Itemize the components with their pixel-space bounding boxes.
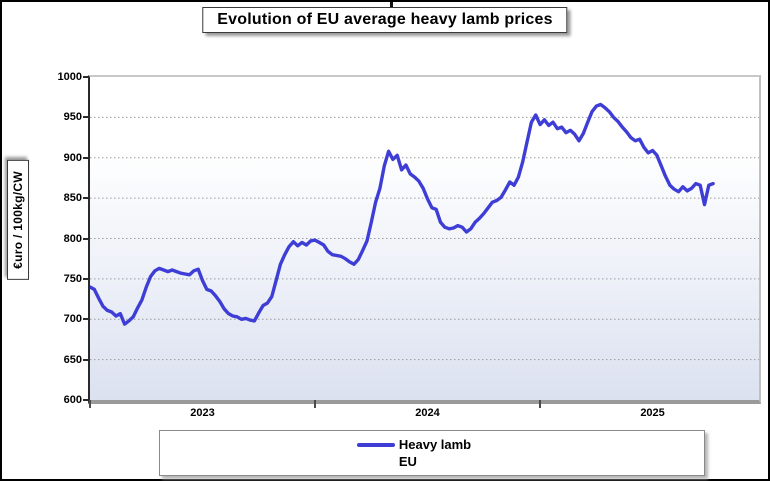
y-tick-label: 650 [63, 353, 82, 366]
x-tick-mark [89, 400, 91, 408]
x-tick-mark [314, 400, 317, 408]
chart-title: Evolution of EU average heavy lamb price… [217, 11, 553, 28]
price-line [90, 102, 715, 326]
y-tick-mark [83, 197, 89, 200]
legend-box: Heavy lamb EU [159, 430, 705, 476]
title-box: Evolution of EU average heavy lamb price… [202, 7, 568, 33]
x-tick-label: 2024 [415, 407, 440, 419]
y-tick-label: 700 [63, 313, 82, 326]
y-tick-mark [83, 156, 89, 159]
legend-series-label: Heavy lamb [398, 437, 472, 452]
y-tick-mark [83, 277, 89, 280]
y-axis-unit-box: €uro / 100kg/CW [7, 160, 29, 280]
legend-line-sample [356, 443, 395, 447]
y-tick-mark [83, 237, 89, 240]
y-tick-label: 800 [63, 232, 82, 245]
y-tick-mark [83, 318, 89, 321]
y-tick-mark [83, 399, 89, 401]
legend-region-label: EU [398, 454, 417, 469]
y-tick-label: 900 [63, 151, 82, 164]
y-tick-label: 1000 [57, 71, 82, 83]
x-tick-label: 2025 [640, 407, 665, 419]
legend-inner: Heavy lamb EU [356, 436, 471, 470]
y-tick-mark [83, 116, 89, 119]
plot-area [88, 75, 761, 404]
legend-labels: Heavy lamb EU [399, 436, 471, 470]
y-tick-mark [83, 76, 89, 78]
y-tick-label: 850 [63, 192, 82, 205]
top-tick-mark [390, 2, 393, 9]
y-axis-unit-label: €uro / 100kg/CW [11, 171, 25, 269]
y-tick-label: 950 [63, 111, 82, 124]
x-tick-mark [539, 400, 542, 408]
plot-svg [90, 102, 759, 361]
y-tick-label: 600 [63, 394, 82, 406]
x-tick-label: 2023 [190, 407, 215, 419]
y-tick-label: 750 [63, 272, 82, 285]
y-tick-mark [83, 358, 89, 361]
